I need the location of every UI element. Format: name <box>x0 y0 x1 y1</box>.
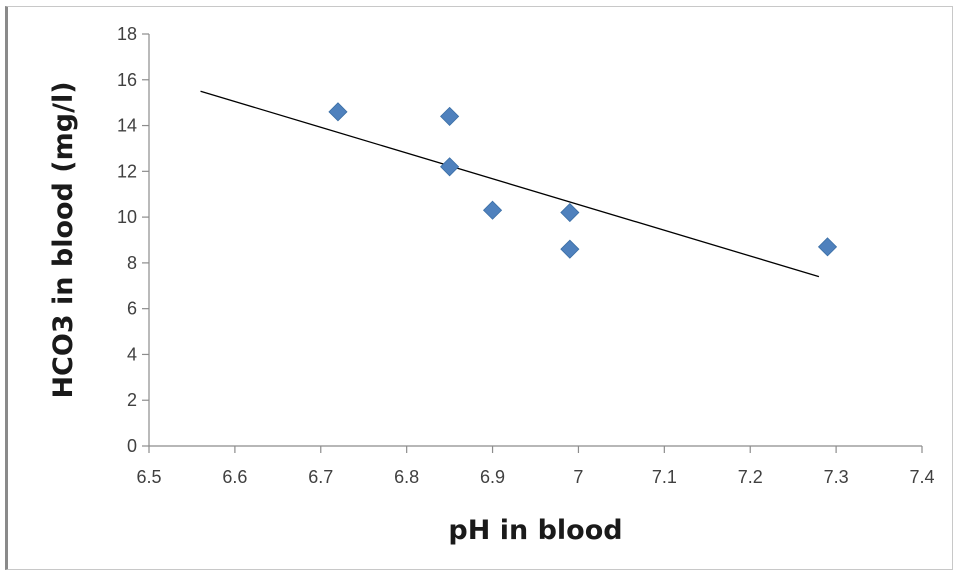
y-tick-label: 10 <box>117 207 137 227</box>
x-tick-label: 6.8 <box>394 467 419 487</box>
y-tick-label: 18 <box>117 24 137 44</box>
data-point <box>440 106 460 126</box>
x-tick-label: 7 <box>573 467 583 487</box>
y-axis-title: HCO3 in blood (mg/l) <box>48 81 79 398</box>
data-point <box>482 200 503 220</box>
data-point <box>560 202 580 223</box>
data-point <box>560 239 580 259</box>
y-tick-label: 4 <box>127 344 137 364</box>
data-points <box>328 102 838 259</box>
x-ticks: 6.5 6.6 6.7 6.8 6.9 7 7.1 7.2 7.3 7.4 <box>136 446 935 487</box>
y-tick-label: 12 <box>117 161 137 181</box>
x-tick-label: 7.2 <box>738 467 763 487</box>
trendline <box>200 90 820 278</box>
y-tick-label: 14 <box>117 116 137 136</box>
x-tick-label: 6.7 <box>308 467 333 487</box>
y-ticks: 0 2 4 6 8 10 12 14 16 18 <box>117 24 149 456</box>
axes: 0 2 4 6 8 10 12 14 16 18 6.5 6.6 6.7 6.8 6.9 7 7.1 7.2 7.… <box>117 24 935 487</box>
x-tick-label: 7.4 <box>909 467 934 487</box>
x-axis-title: pH in blood <box>448 515 622 546</box>
data-point <box>440 157 460 177</box>
chart-frame <box>5 6 953 570</box>
y-tick-label: 2 <box>127 390 137 410</box>
y-tick-label: 8 <box>127 253 137 273</box>
y-tick-label: 6 <box>127 299 137 319</box>
x-tick-label: 7.1 <box>652 467 677 487</box>
x-tick-label: 6.5 <box>136 467 161 487</box>
x-tick-label: 7.3 <box>824 467 849 487</box>
y-tick-label: 0 <box>127 436 137 456</box>
data-point <box>817 237 838 257</box>
y-tick-label: 16 <box>117 70 137 90</box>
data-point <box>328 102 348 122</box>
x-tick-label: 6.6 <box>222 467 247 487</box>
x-tick-label: 6.9 <box>480 467 505 487</box>
